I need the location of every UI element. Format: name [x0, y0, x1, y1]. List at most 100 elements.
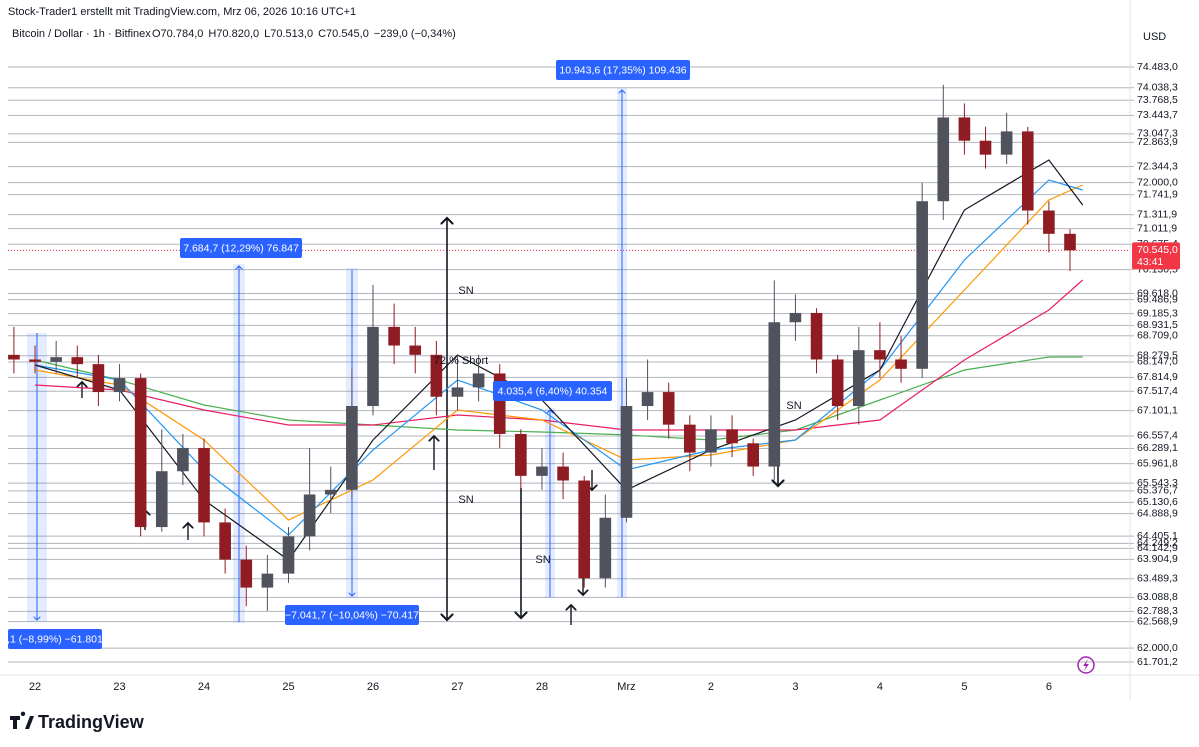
price-axis: 74.483,0 74.038,373.768,5 73.443,7 73.047,3…	[1130, 61, 1180, 668]
ohlc-value: H70.820,0	[208, 28, 259, 40]
x-tick-label: 6	[1046, 681, 1052, 693]
candle-body	[155, 471, 168, 528]
x-tick-label: 24	[198, 681, 210, 693]
y-tick-label: 68.279,5	[1137, 350, 1178, 362]
credit: Stock-Trader1 erstellt mit TradingView.c…	[8, 6, 356, 18]
y-tick-label: 71.011,9	[1137, 222, 1177, 234]
candle-body	[852, 350, 865, 407]
icon-circle	[1077, 656, 1095, 674]
y-tick-label: 64.888,9	[1137, 507, 1178, 519]
y-tick-label: 64.249,2	[1137, 537, 1178, 549]
y-tick-label: 71.741,9	[1137, 188, 1178, 200]
candle-body	[324, 489, 337, 495]
y-tick-label: 62.568,9	[1137, 615, 1178, 627]
ohlc-value: L70.513,0	[264, 28, 313, 40]
alert-icon[interactable]	[1077, 656, 1095, 674]
candle-body	[134, 378, 147, 528]
candle-body	[726, 429, 738, 444]
y-tick-label: 68.931,5	[1137, 319, 1178, 331]
candle-body	[641, 392, 654, 407]
candle-body	[1064, 233, 1076, 251]
candles	[8, 84, 1076, 611]
candle-body	[895, 359, 907, 369]
y-tick-label: 74.483,0	[1137, 61, 1178, 73]
measure-label: −7.041,7 (−10,04%) −70.417	[285, 609, 419, 621]
candle-body	[789, 312, 802, 323]
y-tick-label: 65.543,3	[1137, 477, 1178, 489]
moving-average	[34, 356, 1083, 441]
candle-body	[261, 573, 274, 588]
candle-body	[620, 406, 633, 518]
candle-body	[113, 378, 126, 393]
y-tick-label: 65.376,7	[1137, 485, 1178, 497]
candle-body	[599, 517, 612, 579]
annotation: SN	[458, 285, 473, 297]
x-tick-label: Mrz	[617, 681, 635, 693]
last-price-box	[1132, 242, 1180, 270]
y-tick-label: 68.709,0	[1137, 330, 1178, 342]
candle-body	[282, 536, 295, 574]
icon-bolt	[1083, 659, 1089, 671]
x-tick-label: 28	[536, 681, 548, 693]
y-tick-label: 64.405,1	[1137, 530, 1178, 542]
measure-label: 7.684,7 (12,29%) 76.847	[183, 242, 299, 254]
y-tick-label: 63.489,3	[1137, 573, 1178, 585]
candle-body	[71, 357, 84, 365]
candle-body	[578, 480, 591, 579]
measure-box	[285, 605, 419, 625]
y-tick-label: 73.047,3	[1137, 128, 1178, 140]
y-tick-label: 65.961,8	[1137, 457, 1178, 469]
measure-box	[180, 238, 302, 258]
candle-body	[810, 312, 823, 360]
y-tick-label: 62.788,3	[1137, 605, 1178, 617]
candle-body	[50, 357, 62, 362]
symbol-legend: Bitcoin / Dollar · 1h · Bitfinex O70.784…	[12, 28, 456, 40]
y-tick-label: 61.701,2	[1137, 656, 1178, 668]
y-tick-label: 69.185,3	[1137, 307, 1178, 319]
ohlc-value: O70.784,0	[152, 28, 203, 40]
candle-body	[958, 117, 971, 141]
y-tick-label: 63.088,8	[1137, 591, 1178, 603]
y-tick-label: 66.289,1	[1137, 442, 1178, 454]
candle-body	[684, 424, 696, 453]
candle-body	[937, 117, 950, 202]
candle-body	[409, 345, 422, 355]
candle-body	[430, 354, 443, 397]
candle-body	[979, 140, 992, 155]
currency: USD	[1143, 31, 1166, 43]
y-tick-label: 68.147,0	[1137, 356, 1178, 368]
y-tick-label: 67.101,1	[1137, 404, 1178, 416]
candle-body	[219, 522, 231, 560]
measure-label: 4.035,4 (6,40%) 40.354	[498, 385, 608, 397]
candle-body	[8, 354, 20, 360]
candle-body	[198, 447, 210, 523]
y-tick-label: 73.768,5	[1137, 94, 1178, 106]
brand-logo[interactable]: TradingView	[10, 711, 145, 732]
measure-box	[556, 60, 690, 80]
x-tick-label: 22	[29, 681, 41, 693]
candle-body	[177, 447, 189, 472]
brand: TradingView	[38, 712, 145, 732]
y-tick-label: 73.443,7	[1137, 109, 1178, 121]
y-tick-label: 62.000,0	[1137, 642, 1178, 654]
moving-average	[34, 179, 1083, 536]
candle-body	[303, 494, 316, 537]
x-tick-label: 2	[708, 681, 714, 693]
moving-average	[34, 159, 1084, 561]
countdown: 43:41	[1137, 256, 1163, 268]
annotations: 10.943,6 (17,35%) 109.436 7.684,7 (12,29%…	[7, 60, 802, 649]
candle-body	[1043, 210, 1055, 234]
x-tick-label: 4	[877, 681, 883, 693]
y-tick-label: 69.486,9	[1137, 293, 1178, 305]
candle-body	[916, 201, 928, 369]
annotation: SN	[458, 494, 473, 506]
y-tick-label: 69.618,0	[1137, 287, 1178, 299]
measure-label: 10.943,6 (17,35%) 109.436	[559, 64, 686, 76]
candle-body	[240, 559, 253, 588]
y-tick-label: 64.142,9	[1137, 542, 1178, 554]
candle-body	[346, 406, 358, 490]
ohlc-value: C70.545,0	[318, 28, 369, 40]
candle-body	[92, 364, 105, 393]
